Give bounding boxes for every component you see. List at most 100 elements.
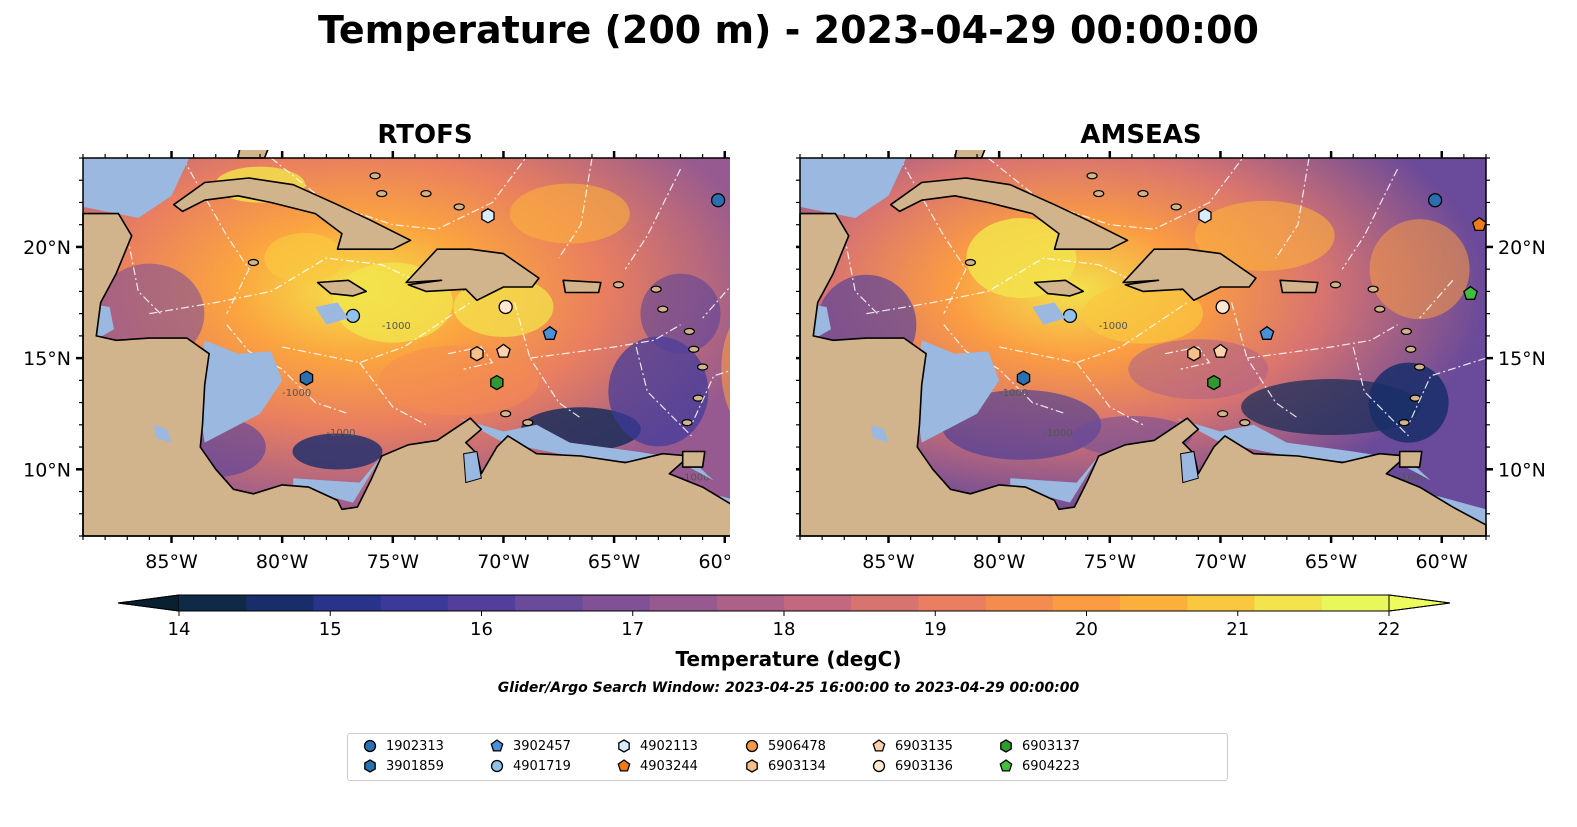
small-island [688,345,700,353]
small-island [1405,345,1417,353]
trinidad [681,450,706,468]
float-marker-6903136[interactable] [498,299,513,315]
float-marker-6903137[interactable] [1207,374,1221,391]
float-marker-6903136[interactable] [1215,299,1230,315]
colorbar-segment [1052,595,1121,611]
legend-item-1902313: 1902313 [362,737,444,755]
legend-item-3902457: 3902457 [489,737,571,755]
map-frame [82,157,730,537]
float-marker-4902113[interactable] [481,208,495,224]
legend-marker[interactable] [363,739,377,753]
legend-marker-circle-icon [363,739,377,753]
legend-label: 5906478 [768,738,826,754]
legend-marker[interactable] [872,739,886,752]
eez-boundary [866,257,1133,315]
legend-marker[interactable] [617,759,631,772]
legend-marker-pentagon-icon [999,759,1013,772]
lon-tick-label: 65°W [1305,551,1358,573]
float-marker-6903135[interactable] [496,343,511,358]
legend-marker-hexagon-icon [1000,739,1012,753]
eez-boundary [447,346,494,370]
small-island [420,189,432,198]
legend-marker-circle-icon [745,739,759,753]
continental-shelf [915,340,1000,443]
legend-marker[interactable] [490,739,504,752]
float-marker-4901719[interactable] [345,308,361,324]
float-marker-6903135[interactable] [1213,343,1228,358]
legend-item-4902113: 4902113 [616,737,698,755]
float-marker-3902457[interactable] [542,325,558,340]
gulf-shelf [83,158,190,218]
colorbar-segment [1254,595,1323,611]
colorbar-segment [851,595,919,611]
temperature-patch [1083,283,1203,344]
florida [954,150,986,159]
legend-marker[interactable] [745,739,759,753]
float-marker-3901859[interactable] [1016,370,1031,386]
float-marker-6903137[interactable] [490,374,504,391]
float-marker-6903134[interactable] [1187,345,1201,362]
legend-label: 3902457 [513,738,571,754]
cuba [172,177,412,250]
amseas-map[interactable]: -1000 -1000 -1000 -1000 85°W 80°W 75°W 70°W 65°W… [796,150,1573,575]
legend-marker[interactable] [364,759,376,773]
legend-label: 6903135 [895,738,953,754]
colorbar-label: Temperature (degC) [675,647,902,671]
small-island [657,305,669,313]
eez-boundary [1407,357,1486,426]
legend-marker-hexagon-icon [618,739,630,753]
contour-label: -1000 [326,428,355,439]
float-marker-4902113[interactable] [1198,208,1212,224]
legend-marker[interactable] [746,759,758,773]
legend-marker-pentagon-icon [490,739,504,752]
float-marker-1902313[interactable] [1427,193,1443,208]
temperature-patch [966,218,1077,299]
float-marker-4903244[interactable] [1471,216,1486,232]
small-island [1170,203,1182,211]
legend-marker-circle-icon [490,759,504,773]
lat-tick-label: 15°N [23,348,71,370]
legend-label: 4903244 [640,758,698,774]
legend-marker[interactable] [999,759,1013,772]
float-marker-6904223[interactable] [1463,285,1478,300]
lon-tick-label: 85°W [862,551,915,573]
continental-shelf [198,340,283,443]
legend-marker[interactable] [618,739,630,753]
colorbar-segment [1321,595,1390,611]
small-island [376,189,388,198]
small-island [453,203,465,211]
temperature-patch [1194,200,1335,271]
lon-tick-label: 60°W [699,551,730,573]
lake-maracaibo [463,450,482,484]
lon-tick-label: 65°W [588,551,641,573]
colorbar-segment [179,595,247,611]
colorbar-tick-label: 14 [168,619,191,640]
legend-marker[interactable] [490,759,504,773]
lake-nicaragua [870,424,889,443]
eez-boundary [635,346,692,437]
continental-shelf [459,418,714,481]
colorbar-segment [380,595,449,611]
float-marker-3901859[interactable] [299,370,314,386]
legend-label: 6903137 [1022,738,1080,754]
legend-marker[interactable] [1000,739,1012,753]
contour-label: -1000 [680,472,709,483]
legend-marker[interactable] [872,759,886,773]
colorbar-segment [582,595,651,611]
float-marker-1902313[interactable] [710,193,726,208]
float-marker-4901719[interactable] [1062,308,1078,324]
temperature-patch [1369,219,1470,320]
panel-title-rtofs: RTOFS [377,120,473,150]
legend-marker-hexagon-icon [364,759,376,773]
eez-boundary [1230,302,1299,419]
float-marker-6903134[interactable] [470,345,484,362]
small-island [1043,151,1053,157]
legend-label: 6903134 [768,758,826,774]
small-island [681,419,693,427]
eez-boundary [359,362,427,426]
rtofs-map[interactable]: -1000 -1000 -1000 -1000 85°W 80°W 75°W 70°W 65°W… [0,150,730,575]
float-marker-3902457[interactable] [1259,325,1275,340]
eez-boundary [558,158,593,259]
temperature-patch [292,433,383,470]
eez-boundary [624,168,682,270]
